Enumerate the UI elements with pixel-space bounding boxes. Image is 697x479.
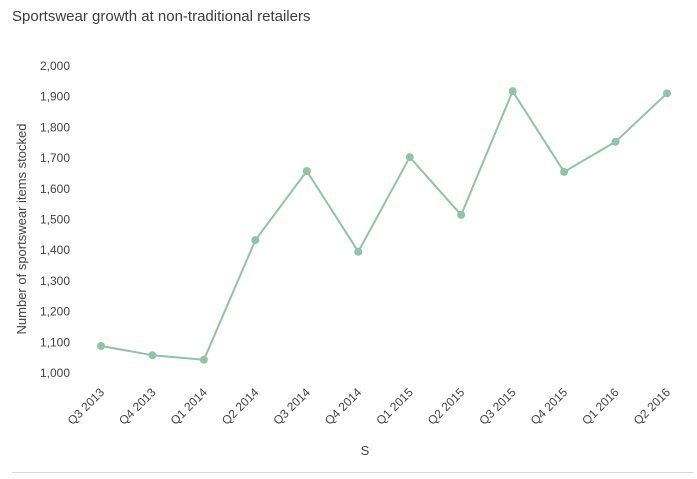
data-point[interactable] — [97, 341, 105, 350]
series-line — [100, 90, 668, 361]
data-point[interactable] — [663, 89, 671, 98]
data-point[interactable] — [508, 87, 517, 96]
x-tick-label: Q1 2014 — [168, 385, 211, 428]
y-tick-label: 1,600 — [40, 182, 70, 196]
x-tick-label: Q1 2015 — [373, 385, 416, 428]
data-point[interactable] — [354, 247, 363, 256]
y-tick-label: 1,700 — [40, 151, 70, 165]
y-tick-label: 1,200 — [40, 305, 70, 319]
data-point[interactable] — [148, 351, 157, 360]
x-tick-label: Q1 2016 — [579, 385, 622, 428]
data-point[interactable] — [199, 355, 208, 364]
data-point[interactable] — [457, 210, 466, 219]
y-tick-label: 1,400 — [40, 243, 70, 257]
y-tick-label: 1,000 — [40, 366, 70, 380]
x-tick-label: Q4 2013 — [116, 385, 159, 428]
chart-title: Sportswear growth at non-traditional ret… — [12, 8, 311, 25]
y-axis-ticks: 1,000 1,100 1,200 1,300 1,400 1,500 1,600 1,700… — [40, 59, 70, 380]
x-axis-ticks: Q3 2013 Q4 2013 Q1 2014 Q2 2014 Q3 2014 Q4 20… — [65, 385, 674, 428]
data-point[interactable] — [251, 236, 260, 245]
x-tick-label: Q3 2015 — [476, 385, 519, 428]
data-point[interactable] — [560, 167, 569, 176]
x-tick-label: Q2 2015 — [425, 385, 468, 428]
data-point[interactable] — [302, 166, 311, 175]
y-axis-title: Number of sportswear items stocked — [14, 124, 29, 335]
x-axis-title: S — [361, 443, 370, 458]
y-tick-label: 1,100 — [40, 335, 70, 349]
x-tick-label: Q4 2015 — [528, 385, 571, 428]
data-point[interactable] — [405, 153, 414, 162]
x-tick-label: Q3 2014 — [270, 385, 313, 428]
x-tick-label: Q2 2016 — [631, 385, 674, 428]
y-tick-label: 1,800 — [40, 120, 70, 134]
x-tick-label: Q3 2013 — [65, 385, 108, 428]
y-tick-label: 1,500 — [40, 213, 70, 227]
y-tick-label: 1,300 — [40, 274, 70, 288]
x-tick-label: Q2 2014 — [219, 385, 262, 428]
y-tick-label: 1,900 — [40, 90, 70, 104]
bottom-divider — [12, 472, 693, 473]
data-point[interactable] — [611, 137, 620, 146]
x-tick-label: Q4 2014 — [322, 385, 365, 428]
series-group — [97, 87, 671, 364]
y-tick-label: 2,000 — [40, 59, 70, 73]
